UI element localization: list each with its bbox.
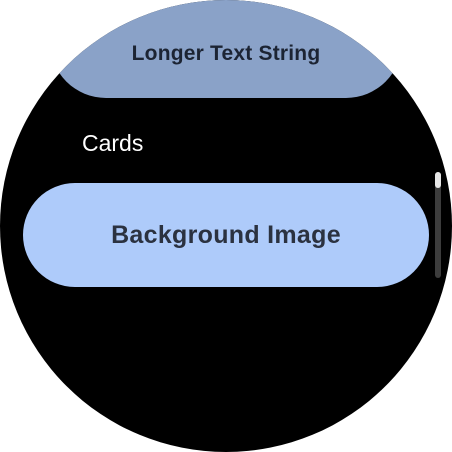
background-image-chip[interactable]: Background Image: [23, 183, 429, 287]
chip-label: Longer Text String: [131, 42, 321, 65]
section-header-cards: Cards: [82, 130, 144, 156]
scroll-indicator[interactable]: [435, 172, 441, 278]
scroll-indicator-thumb[interactable]: [435, 172, 441, 188]
longer-text-string-chip[interactable]: Longer Text String: [50, 0, 402, 98]
chip-label: Background Image: [111, 220, 341, 249]
